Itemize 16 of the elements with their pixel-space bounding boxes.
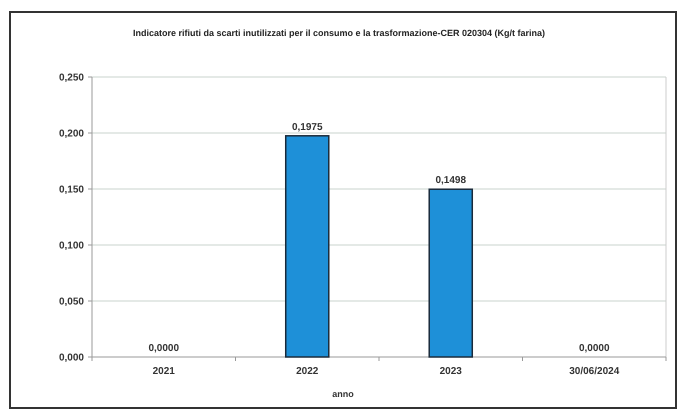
y-tick-label: 0,100	[58, 240, 84, 252]
x-tick-label: 2022	[296, 366, 319, 377]
data-label: 0,0000	[148, 343, 180, 354]
y-tick-label: 0,000	[58, 352, 84, 364]
y-tick-label: 0,250	[58, 72, 84, 84]
x-tick-label: 30/06/2024	[569, 366, 620, 377]
data-label: 0,0000	[578, 343, 610, 354]
x-tick-label: 2021	[152, 366, 176, 377]
x-axis-title: anno	[332, 389, 354, 399]
x-tick-label: 2023	[440, 366, 462, 377]
chart-title: Indicatore rifiuti da scarti inutilizzati per il consumo e la trasformazione-CER 020304 (Kg/t farina)	[132, 28, 546, 38]
y-tick-label: 0,050	[58, 296, 84, 308]
y-tick-label: 0,200	[58, 128, 84, 140]
y-tick-label: 0,150	[58, 184, 84, 196]
data-label: 0,1975	[292, 122, 323, 133]
data-label: 0,1498	[435, 175, 466, 186]
